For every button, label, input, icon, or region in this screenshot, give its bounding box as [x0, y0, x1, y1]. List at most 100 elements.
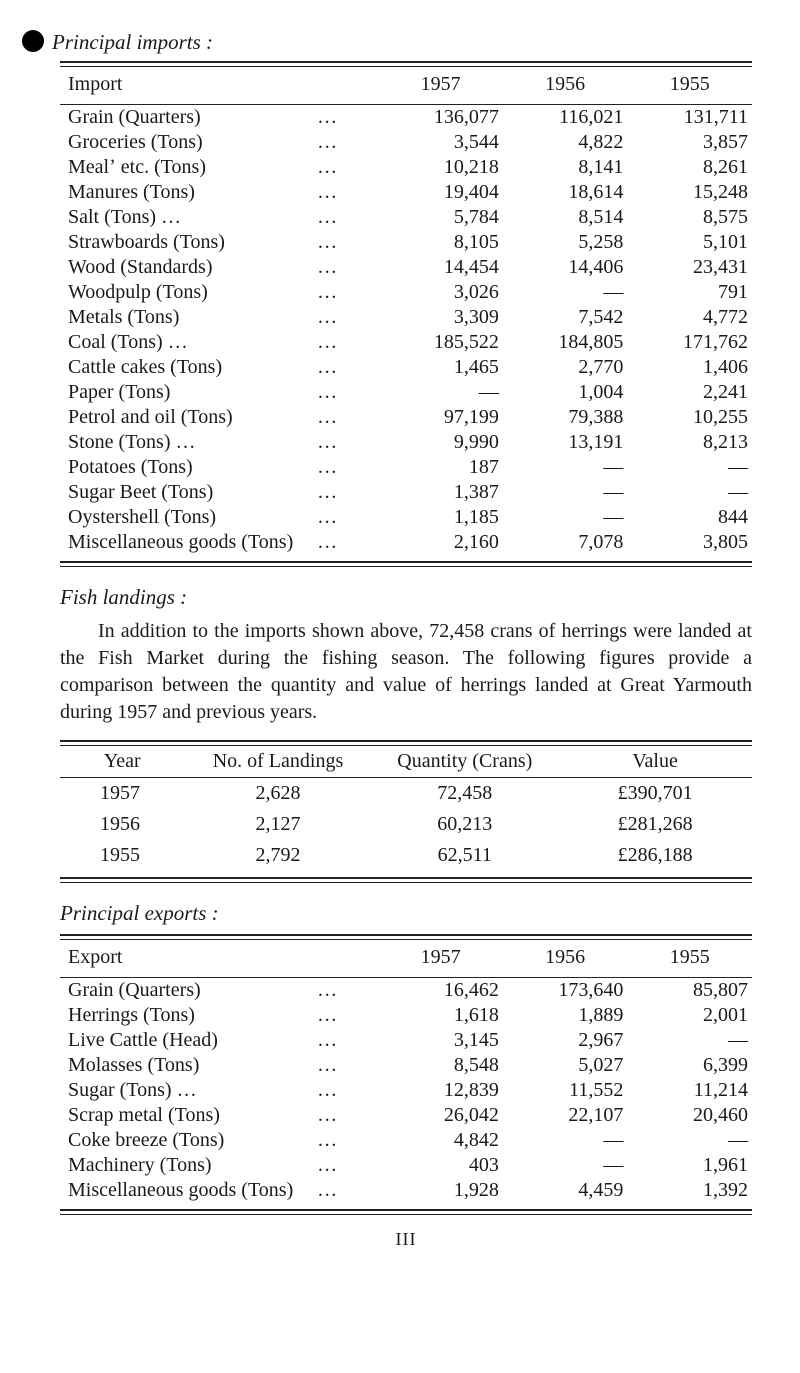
row-label: Grain (Quarters) [60, 105, 309, 130]
landings-header: No. of Landings [185, 746, 372, 777]
cell-value: 3,145 [378, 1028, 503, 1053]
cell-value: 185,522 [378, 330, 503, 355]
row-label: Manures (Tons) [60, 180, 309, 205]
row-label: Scrap metal (Tons) [60, 1103, 309, 1128]
imports-title: Principal imports : [52, 30, 213, 55]
cell-value: 22,107 [503, 1103, 628, 1128]
table-row: Grain (Quarters)…16,462173,64085,807 [60, 978, 752, 1003]
cell-value: 4,842 [378, 1128, 503, 1153]
cell-value: 3,857 [627, 130, 752, 155]
cell-value: 403 [378, 1153, 503, 1178]
exports-table: Export 1957 1956 1955 [60, 940, 752, 977]
cell-value: 184,805 [503, 330, 628, 355]
row-label: Miscellaneous goods (Tons) [60, 1178, 309, 1203]
page-number: III [60, 1229, 752, 1250]
cell-value: 19,404 [378, 180, 503, 205]
cell-value: 2,792 [185, 840, 372, 871]
table-row: Groceries (Tons)…3,5444,8223,857 [60, 130, 752, 155]
table-row: Petrol and oil (Tons)…97,19979,38810,255 [60, 405, 752, 430]
cell-value: 8,548 [378, 1053, 503, 1078]
ellipsis: … [309, 480, 378, 505]
row-label: Mealʼ etc. (Tons) [60, 155, 309, 180]
cell-value: 3,309 [378, 305, 503, 330]
cell-value: — [503, 280, 628, 305]
table-row: Potatoes (Tons)…187—— [60, 455, 752, 480]
cell-value: 1,618 [378, 1003, 503, 1028]
table-row: 19562,12760,213£281,268 [60, 809, 752, 840]
cell-value: 131,711 [627, 105, 752, 130]
cell-value: 8,261 [627, 155, 752, 180]
cell-value: 4,459 [503, 1178, 628, 1203]
table-row: Molasses (Tons)…8,5485,0276,399 [60, 1053, 752, 1078]
cell-value: 5,258 [503, 230, 628, 255]
cell-value: 3,805 [627, 530, 752, 555]
landings-header: Value [558, 746, 752, 777]
cell-value: 1,889 [503, 1003, 628, 1028]
cell-value: 2,160 [378, 530, 503, 555]
ellipsis: … [309, 1078, 378, 1103]
table-row: Wood (Standards)…14,45414,40623,431 [60, 255, 752, 280]
ellipsis: … [309, 978, 378, 1003]
table-row: Miscellaneous goods (Tons)…2,1607,0783,8… [60, 530, 752, 555]
cell-value: 1956 [60, 809, 185, 840]
table-row: Cattle cakes (Tons)…1,4652,7701,406 [60, 355, 752, 380]
table-row: Mealʼ etc. (Tons)…10,2188,1418,261 [60, 155, 752, 180]
year-header: 1955 [627, 67, 752, 104]
table-row: Metals (Tons)…3,3097,5424,772 [60, 305, 752, 330]
table-row: Scrap metal (Tons)…26,04222,10720,460 [60, 1103, 752, 1128]
cell-value: — [627, 455, 752, 480]
landings-table: Year No. of Landings Quantity (Crans) Va… [60, 746, 752, 777]
ellipsis: … [309, 1128, 378, 1153]
ellipsis: … [309, 455, 378, 480]
cell-value: 171,762 [627, 330, 752, 355]
table-row: Oystershell (Tons)…1,185—844 [60, 505, 752, 530]
landings-header: Year [60, 746, 185, 777]
cell-value: 4,772 [627, 305, 752, 330]
cell-value: 11,552 [503, 1078, 628, 1103]
cell-value: 2,770 [503, 355, 628, 380]
table-row: Live Cattle (Head)…3,1452,967— [60, 1028, 752, 1053]
cell-value: 8,105 [378, 230, 503, 255]
cell-value: — [627, 1028, 752, 1053]
page: Principal imports : Import 1957 1956 195… [0, 0, 800, 1280]
cell-value: 1,961 [627, 1153, 752, 1178]
cell-value: £390,701 [558, 778, 752, 809]
row-label: Salt (Tons) … [60, 205, 309, 230]
ellipsis: … [309, 305, 378, 330]
cell-value: 4,822 [503, 130, 628, 155]
imports-table-body: Grain (Quarters)…136,077116,021131,711Gr… [60, 105, 752, 555]
table-row: 19572,62872,458£390,701 [60, 778, 752, 809]
row-label: Groceries (Tons) [60, 130, 309, 155]
cell-value: 1955 [60, 840, 185, 871]
cell-value: 2,628 [185, 778, 372, 809]
cell-value: £286,188 [558, 840, 752, 871]
table-row: Coal (Tons) ……185,522184,805171,762 [60, 330, 752, 355]
cell-value: 2,127 [185, 809, 372, 840]
cell-value: 1,004 [503, 380, 628, 405]
cell-value: — [627, 480, 752, 505]
exports-header-label: Export [60, 940, 378, 977]
table-row: Stone (Tons) ……9,99013,1918,213 [60, 430, 752, 455]
row-label: Grain (Quarters) [60, 978, 309, 1003]
ellipsis: … [309, 330, 378, 355]
row-label: Live Cattle (Head) [60, 1028, 309, 1053]
table-row: Machinery (Tons)…403—1,961 [60, 1153, 752, 1178]
cell-value: 20,460 [627, 1103, 752, 1128]
cell-value: 97,199 [378, 405, 503, 430]
cell-value: 1957 [60, 778, 185, 809]
table-row: Sugar (Tons) ……12,83911,55211,214 [60, 1078, 752, 1103]
landings-header: Quantity (Crans) [371, 746, 558, 777]
cell-value: 72,458 [371, 778, 558, 809]
ellipsis: … [309, 1178, 378, 1203]
row-label: Cattle cakes (Tons) [60, 355, 309, 380]
cell-value: 5,784 [378, 205, 503, 230]
ellipsis: … [309, 130, 378, 155]
row-label: Coke breeze (Tons) [60, 1128, 309, 1153]
row-label: Molasses (Tons) [60, 1053, 309, 1078]
cell-value: 6,399 [627, 1053, 752, 1078]
ellipsis: … [309, 230, 378, 255]
cell-value: 1,392 [627, 1178, 752, 1203]
row-label: Petrol and oil (Tons) [60, 405, 309, 430]
ellipsis: … [309, 1103, 378, 1128]
row-label: Sugar Beet (Tons) [60, 480, 309, 505]
